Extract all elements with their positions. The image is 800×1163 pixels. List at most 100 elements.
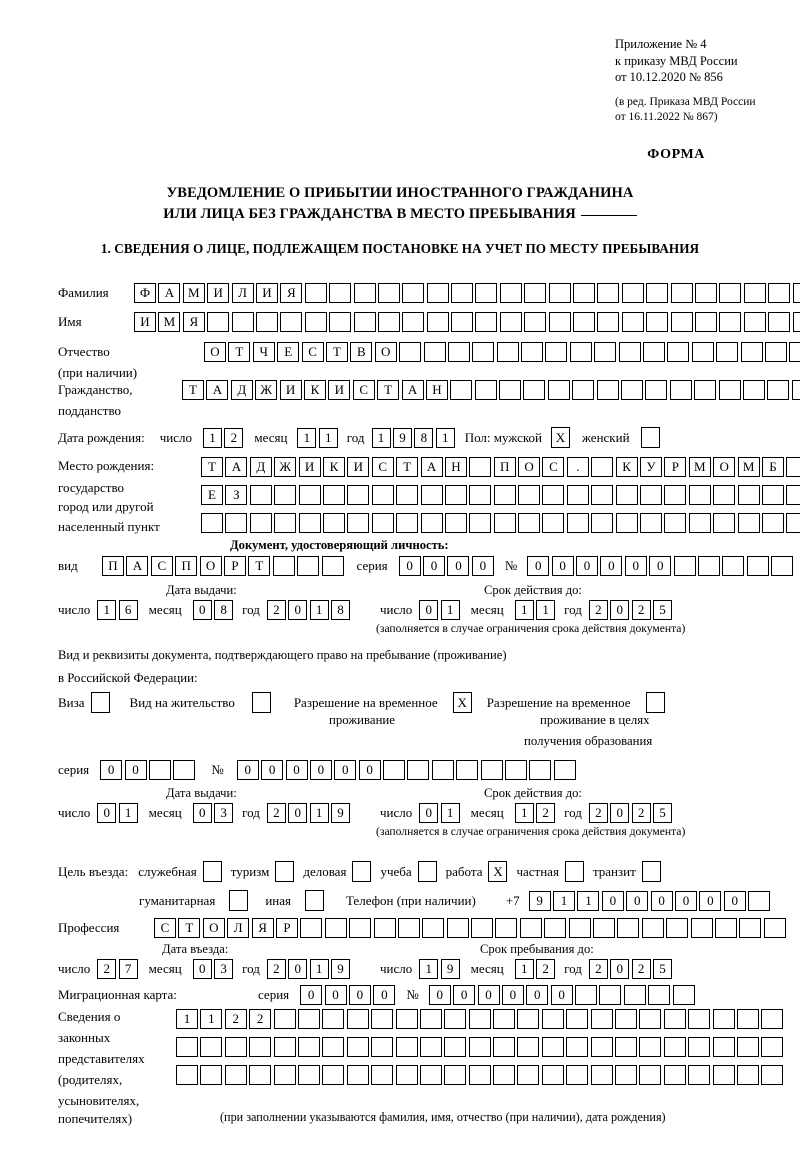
cell[interactable] bbox=[395, 1065, 418, 1085]
cell[interactable]: И bbox=[347, 457, 370, 477]
purpose-option-checkbox[interactable]: X bbox=[488, 861, 508, 882]
cell[interactable]: С bbox=[301, 342, 324, 362]
cell[interactable] bbox=[719, 283, 742, 303]
cell[interactable] bbox=[716, 342, 739, 362]
cell[interactable] bbox=[446, 918, 469, 938]
cell[interactable] bbox=[451, 283, 474, 303]
cell[interactable] bbox=[524, 312, 547, 332]
cell[interactable]: 0 bbox=[288, 600, 308, 620]
purpose-option-checkbox[interactable] bbox=[352, 861, 372, 882]
purpose-option-checkbox[interactable] bbox=[641, 861, 661, 882]
cell[interactable] bbox=[444, 1009, 467, 1029]
cell[interactable] bbox=[541, 1065, 564, 1085]
cell[interactable]: 8 bbox=[331, 600, 350, 620]
cell[interactable] bbox=[712, 1037, 735, 1057]
cell[interactable] bbox=[407, 760, 430, 780]
cell[interactable] bbox=[713, 485, 736, 505]
cell[interactable] bbox=[346, 1009, 369, 1029]
cell[interactable] bbox=[786, 457, 800, 477]
cell[interactable]: 0 bbox=[477, 985, 500, 1005]
cell[interactable] bbox=[377, 312, 400, 332]
purpose-option-checkbox[interactable] bbox=[564, 861, 584, 882]
cell[interactable] bbox=[639, 1009, 662, 1029]
purpose-option-checkbox[interactable] bbox=[417, 861, 437, 882]
cell[interactable]: 9 bbox=[440, 959, 460, 979]
cell[interactable] bbox=[666, 918, 689, 938]
cell[interactable] bbox=[444, 1065, 467, 1085]
cell[interactable] bbox=[472, 342, 495, 362]
cell[interactable] bbox=[736, 1009, 759, 1029]
cell[interactable] bbox=[518, 485, 541, 505]
cell[interactable]: Я bbox=[280, 283, 303, 303]
purpose-option-checkbox[interactable] bbox=[202, 861, 222, 882]
cell[interactable] bbox=[475, 283, 498, 303]
cell[interactable]: О bbox=[202, 918, 225, 938]
cell[interactable]: Д bbox=[249, 457, 272, 477]
cell[interactable]: Т bbox=[228, 342, 251, 362]
cell[interactable] bbox=[451, 312, 474, 332]
cell[interactable] bbox=[274, 513, 297, 533]
cell[interactable] bbox=[640, 513, 663, 533]
cell[interactable] bbox=[663, 1009, 686, 1029]
cell[interactable] bbox=[544, 918, 567, 938]
cell[interactable] bbox=[618, 342, 641, 362]
cell[interactable]: Н bbox=[444, 457, 467, 477]
cell[interactable] bbox=[297, 1037, 320, 1057]
cell[interactable] bbox=[420, 513, 443, 533]
cell[interactable] bbox=[371, 1065, 394, 1085]
cell[interactable] bbox=[761, 513, 784, 533]
cell[interactable]: 1 bbox=[309, 959, 329, 979]
cell[interactable] bbox=[207, 312, 230, 332]
cell[interactable] bbox=[423, 342, 446, 362]
cell[interactable] bbox=[353, 312, 376, 332]
cell[interactable] bbox=[518, 513, 541, 533]
cell[interactable] bbox=[786, 513, 800, 533]
cell[interactable]: 1 bbox=[514, 959, 534, 979]
cell[interactable]: М bbox=[158, 312, 181, 332]
cell[interactable] bbox=[353, 283, 376, 303]
cell[interactable]: 0 bbox=[576, 556, 599, 576]
cell[interactable] bbox=[590, 1065, 613, 1085]
cell[interactable] bbox=[690, 918, 713, 938]
cell[interactable]: 1 bbox=[514, 600, 534, 620]
cell[interactable]: Т bbox=[178, 918, 201, 938]
sex-female-checkbox[interactable] bbox=[640, 427, 660, 448]
cell[interactable] bbox=[594, 342, 617, 362]
cell[interactable] bbox=[573, 283, 596, 303]
cell[interactable]: 0 bbox=[348, 985, 371, 1005]
cell[interactable] bbox=[694, 380, 717, 400]
cell[interactable] bbox=[298, 513, 321, 533]
cell[interactable] bbox=[471, 918, 494, 938]
cell[interactable]: 1 bbox=[97, 600, 117, 620]
cell[interactable] bbox=[447, 342, 470, 362]
cell[interactable]: 0 bbox=[600, 556, 623, 576]
cell[interactable]: 0 bbox=[398, 556, 421, 576]
cell[interactable] bbox=[397, 918, 420, 938]
cell[interactable] bbox=[371, 1037, 394, 1057]
cell[interactable] bbox=[280, 312, 303, 332]
cell[interactable] bbox=[694, 312, 717, 332]
cell[interactable] bbox=[322, 485, 345, 505]
cell[interactable] bbox=[422, 918, 445, 938]
cell[interactable] bbox=[786, 485, 800, 505]
cell[interactable]: 0 bbox=[334, 760, 357, 780]
cell[interactable] bbox=[426, 312, 449, 332]
cell[interactable] bbox=[322, 1065, 345, 1085]
cell[interactable]: А bbox=[126, 556, 149, 576]
cell[interactable] bbox=[249, 485, 272, 505]
cell[interactable] bbox=[499, 283, 522, 303]
cell[interactable] bbox=[224, 1037, 247, 1057]
residence-permit-checkbox[interactable] bbox=[251, 692, 271, 713]
cell[interactable] bbox=[297, 1065, 320, 1085]
cell[interactable] bbox=[346, 1037, 369, 1057]
cell[interactable]: 0 bbox=[97, 803, 117, 823]
